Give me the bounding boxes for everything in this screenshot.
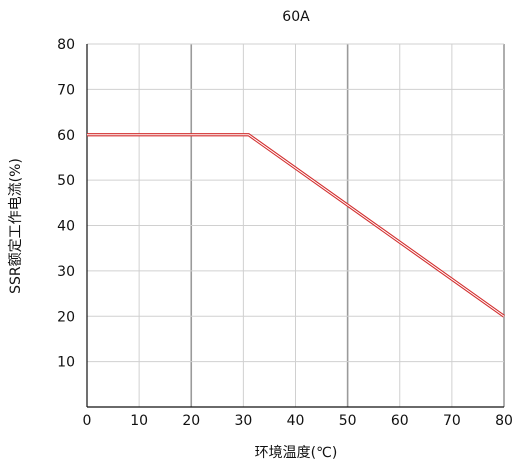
y-tick-label-40: 40 — [57, 219, 75, 235]
x-tick-label-70: 70 — [443, 413, 461, 429]
y-tick-label-20: 20 — [57, 309, 75, 325]
x-tick-label-0: 0 — [83, 413, 92, 429]
x-tick-label-10: 10 — [130, 413, 148, 429]
chart-title: 60A — [282, 9, 310, 25]
y-tick-label-50: 50 — [57, 173, 75, 189]
x-tick-label-20: 20 — [182, 413, 200, 429]
x-axis-title: 环境温度(℃) — [255, 445, 338, 461]
x-tick-label-30: 30 — [234, 413, 252, 429]
x-tick-label-80: 80 — [495, 413, 513, 429]
y-tick-label-80: 80 — [57, 37, 75, 53]
x-axis-ticks: 0 10 20 30 40 50 60 70 80 — [83, 413, 513, 429]
x-tick-label-40: 40 — [287, 413, 305, 429]
y-tick-label-30: 30 — [57, 264, 75, 280]
series-layer — [86, 133, 505, 318]
axes — [86, 44, 504, 408]
grid — [87, 43, 505, 407]
y-tick-label-60: 60 — [57, 128, 75, 144]
y-axis-title: SSR额定工作电流(%) — [8, 158, 24, 294]
x-tick-label-60: 60 — [391, 413, 409, 429]
y-axis-ticks: 10 20 30 40 50 60 70 80 — [57, 37, 75, 371]
y-tick-label-70: 70 — [57, 82, 75, 98]
y-tick-label-10: 10 — [57, 355, 75, 371]
x-tick-label-50: 50 — [339, 413, 357, 429]
